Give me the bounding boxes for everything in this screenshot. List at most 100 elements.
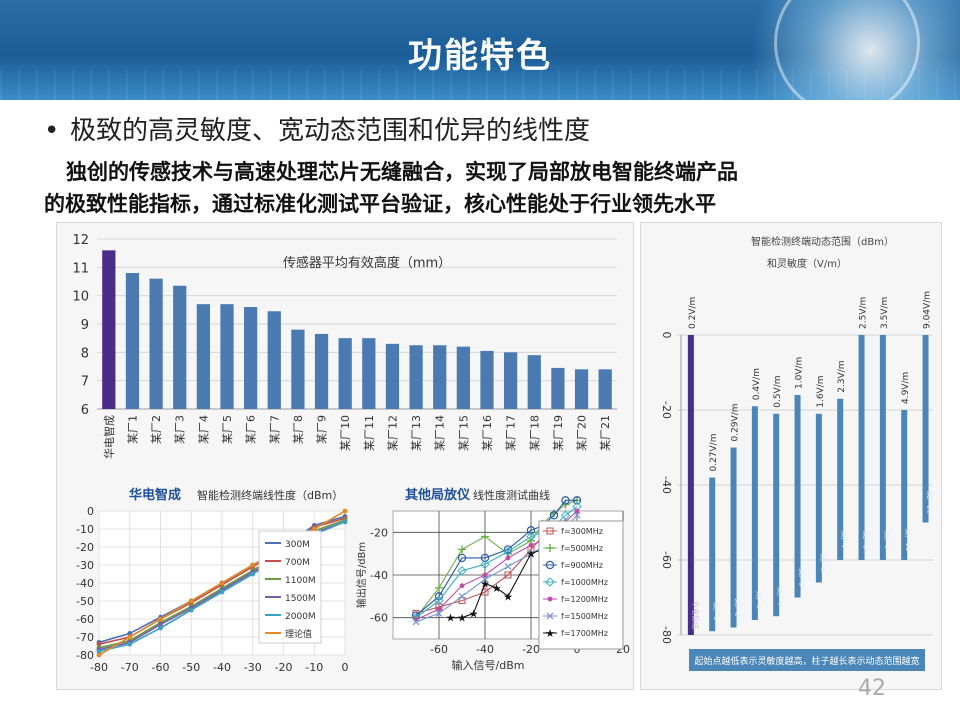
x-tick-label: -40 <box>476 643 494 656</box>
category-label: 某厂8 <box>862 531 870 549</box>
data-point: ★ <box>492 582 502 595</box>
sensitivity-label: 9.04V/m <box>923 291 933 329</box>
data-point <box>526 526 536 535</box>
bar <box>687 335 694 635</box>
x-tick-label: -40 <box>213 661 231 674</box>
x-tick-label: 某厂10 <box>339 415 352 451</box>
data-point <box>574 508 580 514</box>
data-point: ★ <box>457 612 467 625</box>
chart-title-brand: 其他局放仪 <box>405 487 471 503</box>
data-point <box>96 641 102 647</box>
y-tick-label: -40 <box>370 569 388 582</box>
data-point: ★ <box>503 590 513 603</box>
legend-label: 1100M <box>285 576 316 586</box>
y-tick-label: 7 <box>81 375 89 390</box>
y-tick-label: -40 <box>76 577 94 590</box>
data-point <box>96 649 102 654</box>
x-tick-label: 某厂4 <box>197 415 210 444</box>
x-tick-label: 某厂18 <box>528 415 541 451</box>
bar <box>102 250 116 409</box>
slide-header <box>0 0 960 100</box>
bar <box>385 343 400 409</box>
x-axis-label: 输入信号/dBm <box>452 658 525 672</box>
sensitivity-label: 0.4V/m <box>752 368 762 400</box>
description-line-2: 的极致性能指标，通过标准化测试平台验证，核心性能处于行业领先水平 <box>44 192 716 216</box>
sensitivity-label: 1.6V/m <box>816 375 826 407</box>
data-point <box>546 544 554 552</box>
category-label: 某厂7 <box>840 531 848 549</box>
data-point: ★ <box>469 607 479 620</box>
x-tick-label: -20 <box>522 643 540 656</box>
y-tick-label: -20 <box>660 401 673 419</box>
category-label: 某厂1 <box>712 602 720 620</box>
category-label: 某厂10 <box>904 529 912 552</box>
x-tick-label: 华电智成 <box>102 415 116 459</box>
y-tick-label: -50 <box>76 595 94 608</box>
bar <box>314 333 329 409</box>
sensitivity-label: 1.0V/m <box>795 357 805 389</box>
data-point: ★ <box>480 578 490 591</box>
bar <box>125 273 140 409</box>
y-tick-label: -80 <box>76 649 94 662</box>
x-tick-label: 某厂15 <box>457 415 470 451</box>
y-tick-label: -20 <box>76 541 94 554</box>
chart-title: 传感器平均有效高度（mm） <box>283 255 451 271</box>
data-point <box>481 532 489 541</box>
x-tick-label: 某厂6 <box>245 415 258 444</box>
data-point <box>480 553 490 563</box>
data-point <box>342 519 348 525</box>
x-tick-label: 某厂21 <box>599 415 612 451</box>
x-tick-label: 某厂9 <box>316 415 329 444</box>
bar <box>837 398 844 560</box>
bar <box>922 335 929 523</box>
data-point <box>127 641 133 647</box>
legend-label: f=1200MHz <box>561 595 608 604</box>
legend-label: f=500MHz <box>561 544 603 553</box>
bar <box>730 447 737 628</box>
y-tick-label: 10 <box>72 290 89 305</box>
x-tick-label: -70 <box>121 661 139 674</box>
bullet-point: • 极致的高灵敏度、宽动态范围和优异的线性度 <box>44 110 590 147</box>
bar <box>196 304 210 409</box>
category-label: 华电智成 <box>691 601 700 629</box>
x-tick-label: -50 <box>182 661 200 674</box>
legend-label: f=1500MHz <box>561 612 608 621</box>
x-tick-label: 某厂19 <box>552 415 565 451</box>
y-tick-label: 12 <box>72 233 89 248</box>
chart-title: 智能检测终端动态范围（dBm） <box>751 235 894 248</box>
bar <box>879 335 886 560</box>
data-point <box>504 571 512 579</box>
category-label: 某厂11 <box>926 491 934 514</box>
data-point: ★ <box>545 627 555 640</box>
bar <box>574 369 589 409</box>
data-point <box>459 583 465 589</box>
data-point <box>250 571 256 577</box>
data-point <box>503 546 513 557</box>
data-point <box>546 612 554 620</box>
category-label: 某厂9 <box>883 531 891 549</box>
data-point <box>481 575 489 583</box>
chart-title: 线性度测试曲线 <box>473 488 550 502</box>
y-tick-label: 0 <box>87 505 94 518</box>
bar <box>480 350 494 409</box>
legend-label: 300M <box>285 540 310 550</box>
x-tick-label: -60 <box>430 643 448 656</box>
x-tick-label: 某厂1 <box>126 415 139 444</box>
data-point <box>458 592 466 600</box>
data-point <box>505 555 511 561</box>
huadian-linearity-line-chart: 华电智成 智能检测终端线性度（dBm）-80-70-60-50-40-30-20-… <box>76 487 348 674</box>
sensor-height-bar-chart: 6 7 8 9 10 11 12 传感器平均有效高度（mm） 华电智成 某厂1 某厂2 某厂3 某厂4 某… <box>72 233 617 459</box>
data-point <box>546 527 554 535</box>
y-axis-label: 输出信号/dBm <box>355 542 368 608</box>
data-point <box>526 531 536 542</box>
series-line <box>415 499 578 619</box>
data-point <box>545 560 555 570</box>
category-label: 某厂4 <box>776 587 784 606</box>
description-line-1: 独创的传感技术与高速处理芯片无缝融合，实现了局部放电智能终端产品 <box>66 160 738 184</box>
data-point <box>436 606 442 612</box>
bar <box>220 304 234 409</box>
x-tick-label: -20 <box>275 661 293 674</box>
x-tick-label: 某厂16 <box>481 415 494 451</box>
header-line-decoration <box>0 70 960 100</box>
annotation-text: 起始点越低表示灵敏度越高，柱子越长表示动态范围越宽 <box>694 655 919 667</box>
